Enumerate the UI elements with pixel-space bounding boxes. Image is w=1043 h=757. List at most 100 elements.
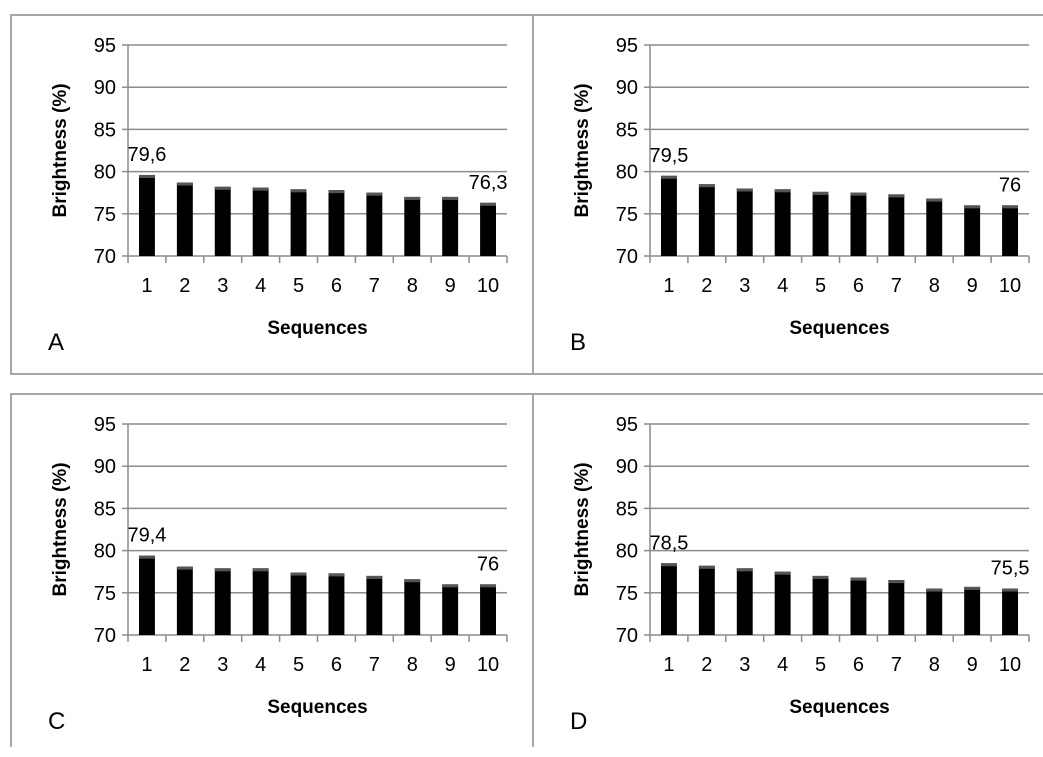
bar-9: [964, 205, 981, 256]
chart-svg: 70 75 80 85 90 95 1 2 3 4 5 6 7 8 9 10 78,5 75,5 Sequences…: [570, 414, 1030, 735]
x-tick-label: 3: [739, 275, 750, 297]
bar-top-highlight: [964, 205, 981, 209]
chart-panel-a: 70 75 80 85 90 95 1 2 3 4 5 6 7 8 9 10 79,6 76,3 Sequences…: [10, 14, 532, 378]
chart-panel-d: 70 75 80 85 90 95 1 2 3 4 5 6 7 8 9 10 78,5 75,5 Sequences…: [532, 393, 1043, 757]
bar-top-highlight: [660, 563, 677, 567]
bar-top-highlight: [480, 584, 497, 588]
x-axis-title: Sequences: [267, 697, 367, 718]
bar-top-highlight: [404, 196, 421, 200]
bar-top-highlight: [850, 192, 867, 196]
bar-5: [290, 189, 307, 256]
y-tick-label: 85: [94, 498, 116, 520]
bar-10: [480, 584, 497, 635]
bar-9: [442, 584, 459, 635]
bar-6: [850, 577, 867, 635]
bar-3: [736, 568, 753, 635]
data-label: 76,3: [469, 172, 508, 194]
panel-letter: D: [570, 708, 587, 735]
data-label: 79,4: [127, 525, 166, 547]
x-tick-label: 8: [929, 654, 940, 676]
bar-top-highlight: [926, 198, 943, 202]
bar-top-highlight: [926, 588, 943, 592]
x-tick-label: 5: [815, 275, 826, 297]
bar-top-highlight: [736, 188, 753, 192]
bar-top-highlight: [138, 555, 155, 559]
x-tick-label: 4: [255, 275, 266, 297]
x-tick-label: 7: [891, 654, 902, 676]
bar-top-highlight: [138, 174, 155, 178]
bar-8: [926, 198, 943, 256]
x-tick-label: 2: [179, 275, 190, 297]
bar-top-highlight: [176, 566, 193, 570]
x-tick-label: 4: [777, 654, 788, 676]
chart-svg: 70 75 80 85 90 95 1 2 3 4 5 6 7 8 9 10 79,5 76 Sequences Br…: [570, 35, 1030, 356]
x-tick-label: 9: [967, 275, 978, 297]
frame-border-top: [10, 14, 1043, 16]
bar-top-highlight: [176, 182, 193, 186]
x-tick-label: 7: [369, 654, 380, 676]
bar-top-highlight: [774, 189, 791, 193]
bar-8: [404, 579, 421, 635]
bar-1: [660, 563, 677, 635]
y-axis-title: Brightness (%): [572, 462, 593, 596]
y-tick-label: 90: [94, 456, 116, 478]
x-tick-label: 2: [179, 654, 190, 676]
bar-10: [1002, 588, 1019, 635]
bar-9: [442, 196, 459, 256]
bar-10: [1002, 205, 1019, 256]
x-tick-label: 10: [477, 654, 499, 676]
bar-top-highlight: [812, 575, 829, 579]
x-tick-label: 10: [999, 654, 1021, 676]
panel-letter: B: [570, 329, 586, 356]
y-tick-label: 80: [94, 541, 116, 563]
x-tick-label: 5: [293, 275, 304, 297]
chart-svg: 70 75 80 85 90 95 1 2 3 4 5 6 7 8 9 10 79,6 76,3 Sequences…: [48, 35, 508, 356]
x-tick-label: 4: [255, 654, 266, 676]
bar-top-highlight: [698, 565, 715, 569]
x-tick-label: 6: [331, 654, 342, 676]
bar-top-highlight: [366, 192, 383, 196]
y-tick-label: 75: [616, 583, 638, 605]
frame-border-left-upper: [10, 14, 12, 373]
chart-panel-b: 70 75 80 85 90 95 1 2 3 4 5 6 7 8 9 10 79,5 76 Sequences Br…: [532, 14, 1043, 378]
bar-1: [660, 175, 677, 256]
y-tick-label: 75: [616, 204, 638, 226]
x-tick-label: 4: [777, 275, 788, 297]
bar-3: [736, 188, 753, 256]
data-label: 78,5: [649, 532, 688, 554]
y-tick-label: 75: [94, 583, 116, 605]
x-tick-label: 9: [967, 654, 978, 676]
y-tick-label: 85: [94, 119, 116, 141]
x-tick-label: 9: [445, 654, 456, 676]
bar-7: [888, 580, 905, 635]
bar-5: [812, 191, 829, 256]
bar-top-highlight: [1002, 205, 1019, 209]
y-tick-label: 70: [616, 246, 638, 268]
x-tick-label: 2: [701, 654, 712, 676]
data-label: 76: [999, 174, 1021, 196]
bar-3: [214, 568, 231, 635]
bar-1: [138, 555, 155, 635]
x-tick-label: 6: [331, 275, 342, 297]
frame-border-center-lower: [532, 393, 534, 747]
panel-letter: C: [48, 708, 65, 735]
bar-top-highlight: [214, 186, 231, 190]
x-tick-label: 10: [999, 275, 1021, 297]
panel-letter: A: [48, 329, 64, 356]
y-tick-label: 80: [616, 162, 638, 184]
x-tick-label: 1: [141, 275, 152, 297]
bar-8: [926, 588, 943, 635]
bar-top-highlight: [888, 194, 905, 198]
x-tick-label: 10: [477, 275, 499, 297]
x-tick-label: 3: [217, 654, 228, 676]
bar-top-highlight: [328, 573, 345, 577]
bar-4: [774, 571, 791, 635]
x-axis-title: Sequences: [789, 318, 889, 339]
data-label: 75,5: [991, 558, 1030, 580]
x-tick-label: 8: [929, 275, 940, 297]
bar-3: [214, 186, 231, 256]
data-label: 79,6: [127, 144, 166, 166]
x-tick-label: 8: [407, 654, 418, 676]
x-tick-label: 2: [701, 275, 712, 297]
x-tick-label: 3: [739, 654, 750, 676]
